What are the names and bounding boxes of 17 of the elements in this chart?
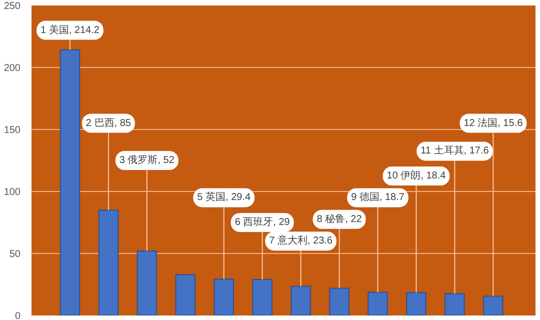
data-label: 11 土耳其, 17.6 bbox=[420, 144, 490, 157]
data-label: 12 法国, 15.6 bbox=[464, 116, 524, 129]
y-tick-label: 100 bbox=[4, 187, 21, 198]
y-tick-label: 250 bbox=[4, 1, 21, 12]
y-tick-label: 0 bbox=[14, 311, 21, 320]
data-label: 6 西班牙, 29 bbox=[234, 216, 290, 228]
data-label: 1 美国, 214.2 bbox=[40, 24, 100, 36]
y-tick-label: 50 bbox=[9, 249, 21, 260]
data-label: 5 英国, 29.4 bbox=[197, 191, 251, 204]
y-tick-label: 150 bbox=[4, 125, 21, 136]
data-label: 3 俄罗斯, 52 bbox=[119, 154, 175, 166]
data-label: 2 巴西, 85 bbox=[86, 118, 132, 129]
data-label: 9 德国, 18.7 bbox=[351, 192, 405, 204]
data-label: 8 秘鲁, 22 bbox=[316, 212, 362, 225]
data-label: 7 意大利, 23.6 bbox=[269, 234, 333, 247]
y-tick-label: 200 bbox=[4, 63, 21, 74]
data-label: 10 伊朗, 18.4 bbox=[386, 170, 446, 182]
